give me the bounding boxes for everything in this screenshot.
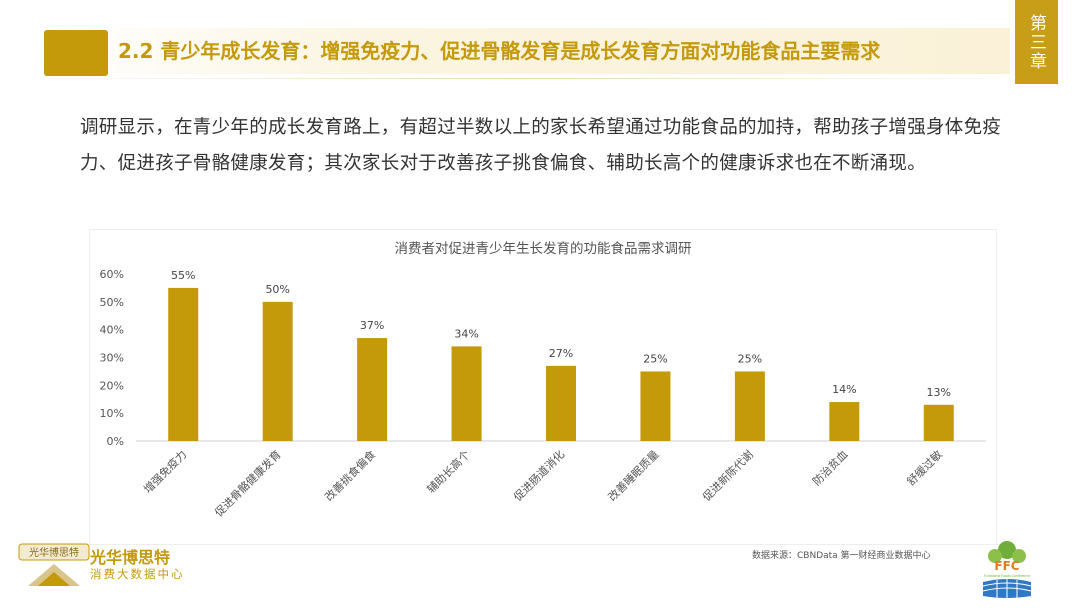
data-label: 27% [549, 347, 573, 360]
data-label: 14% [832, 383, 856, 396]
data-label: 55% [171, 269, 195, 282]
chapter-tag: 第三章 [1015, 0, 1058, 84]
y-tick-label: 30% [100, 352, 124, 365]
x-tick-label: 促进骨骼健康发育 [212, 447, 284, 519]
brand-name: 光华博思特 [90, 548, 171, 567]
y-tick-label: 50% [100, 296, 124, 309]
page-title: 2.2 青少年成长发育：增强免疫力、促进骨骼发育是成长发育方面对功能食品主要需求 [118, 39, 881, 63]
x-tick-label: 防治贫血 [809, 447, 850, 488]
data-source: 数据来源：CBNData 第一财经商业数据中心 [752, 551, 931, 561]
title-underline [44, 78, 1010, 79]
intro-paragraph: 调研显示，在青少年的成长发育路上，有超过半数以上的家长希望通过功能食品的加持，帮… [80, 117, 1002, 174]
data-label: 25% [643, 352, 667, 365]
data-label: 25% [738, 352, 762, 365]
bar [734, 371, 765, 441]
chart-title: 消费者对促进青少年生长发育的功能食品需求调研 [395, 240, 692, 257]
y-tick-label: 60% [100, 268, 124, 281]
y-tick-label: 0% [107, 435, 124, 448]
bar [357, 338, 388, 441]
x-tick-label: 促进新陈代谢 [699, 447, 756, 504]
y-tick-label: 40% [100, 324, 124, 337]
bar [640, 371, 671, 441]
y-tick-label: 20% [100, 379, 124, 392]
x-tick-label: 改善睡眠质量 [605, 447, 662, 504]
logo-left-text: 光华博思特 [29, 546, 79, 559]
ffc-logo-subtext: Functional Foods Conference [984, 574, 1030, 578]
x-tick-label: 舒缓过敏 [904, 447, 945, 488]
ffc-logo: FFC Functional Foods Conference [982, 541, 1032, 599]
bar [923, 404, 954, 441]
x-tick-label: 促进肠道消化 [511, 447, 568, 504]
x-tick-label: 增强免疫力 [141, 447, 190, 496]
x-tick-label: 辅助长高个 [424, 447, 473, 496]
bar [829, 402, 860, 441]
brand-subtitle: 消费大数据中心 [90, 567, 185, 581]
data-label: 37% [360, 319, 384, 332]
chart-container: 消费者对促进青少年生长发育的功能食品需求调研 0% 10% 20% 30% 40% 50% 6… [89, 229, 997, 545]
bar [168, 287, 199, 441]
bar-chart: 消费者对促进青少年生长发育的功能食品需求调研 0% 10% 20% 30% 40% 50% 6… [100, 240, 986, 519]
ffc-logo-text: FFC [994, 559, 1019, 573]
brand-logo-left: 光华博思特 [18, 543, 90, 586]
data-label: 34% [454, 327, 478, 340]
data-label: 50% [265, 283, 289, 296]
x-tick-label: 改善挑食偏食 [322, 447, 379, 504]
y-tick-label: 10% [100, 407, 124, 420]
title-accent-block [44, 30, 108, 76]
bar [546, 365, 576, 441]
title-bar [44, 28, 1010, 74]
data-label: 13% [927, 386, 951, 399]
bar [451, 346, 482, 441]
bar [262, 301, 293, 441]
